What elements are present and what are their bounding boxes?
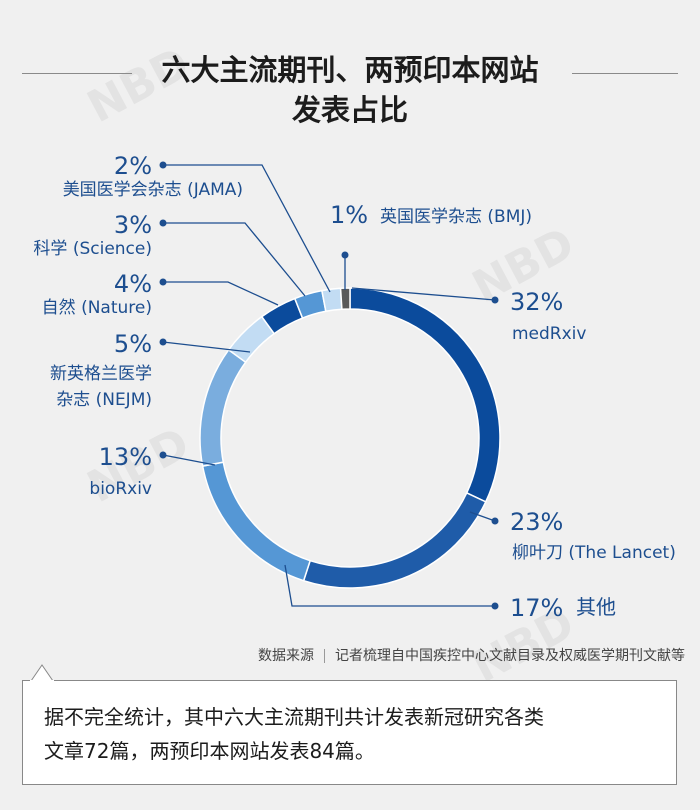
source-separator [324, 649, 325, 663]
label-lancet-pct: 23% [510, 508, 563, 536]
leader-nejm [162, 341, 251, 353]
source-line: 数据来源 记者梳理自中国疾控中心文献目录及权威医学期刊文献等 [258, 645, 685, 665]
source-label: 数据来源 [258, 648, 314, 664]
chart-title-line2: 发表占比 [291, 93, 408, 127]
label-medrxiv-pct: 32% [510, 288, 563, 316]
label-nature-pct: 4% [114, 270, 152, 298]
dot-other [491, 602, 499, 610]
label-nejm-pct: 5% [114, 330, 152, 358]
note-box [22, 680, 677, 785]
leader-science [163, 222, 306, 297]
label-medrxiv-name: medRxiv [512, 324, 586, 344]
title-rule-right [572, 73, 678, 74]
slice-3 [199, 348, 247, 467]
dot-medrxiv [491, 296, 499, 304]
slice-2 [201, 461, 312, 582]
label-biorxiv-name: bioRxiv [89, 479, 152, 499]
dot-nature [159, 278, 167, 286]
dot-biorxiv [159, 451, 167, 459]
chart-title-line1: 六大主流期刊、两预印本网站 [161, 53, 539, 87]
leader-lancet [469, 511, 496, 522]
label-nejm-name2: 杂志 (NEJM) [56, 390, 152, 410]
slice-7 [321, 287, 343, 313]
leader-jama [163, 164, 331, 293]
label-biorxiv-pct: 13% [99, 443, 152, 471]
label-bmj-pct: 1% [330, 201, 368, 229]
slice-0 [349, 287, 501, 503]
dot-science [159, 219, 167, 227]
leader-nature [163, 281, 279, 306]
label-jama-name: 美国医学会杂志 (JAMA) [63, 180, 243, 200]
dot-bmj [341, 251, 349, 259]
label-bmj-name: 英国医学杂志 (BMJ) [380, 207, 532, 227]
label-nature-name: 自然 (Nature) [42, 298, 152, 318]
leader-biorxiv [162, 454, 216, 466]
label-lancet-name: 柳叶刀 (The Lancet) [512, 543, 676, 563]
dot-nejm [159, 338, 167, 346]
slice-8 [339, 287, 351, 311]
dot-lancet [491, 517, 499, 525]
leader-lines [159, 161, 499, 610]
note-line1: 据不完全统计，其中六大主流期刊共计发表新冠研究各类 [44, 705, 544, 729]
leader-other [284, 564, 495, 607]
note-line2: 文章72篇，两预印本网站发表84篇。 [44, 739, 375, 763]
note-text: 据不完全统计，其中六大主流期刊共计发表新冠研究各类 文章72篇，两预印本网站发表… [44, 700, 664, 768]
donut-slices [199, 287, 501, 589]
label-science-name: 科学 (Science) [33, 239, 152, 259]
label-jama-pct: 2% [114, 152, 152, 180]
note-pointer [30, 664, 54, 682]
source-text: 记者梳理自中国疾控中心文献目录及权威医学期刊文献等 [335, 648, 685, 664]
slice-1 [302, 491, 487, 589]
label-other-name: 其他 [576, 595, 616, 619]
label-other-pct: 17% [510, 594, 563, 622]
title-rule-left [22, 73, 132, 74]
label-science-pct: 3% [114, 211, 152, 239]
label-nejm-name1: 新英格兰医学 [50, 364, 152, 384]
dot-jama [159, 161, 167, 169]
leader-medrxiv [351, 287, 496, 301]
